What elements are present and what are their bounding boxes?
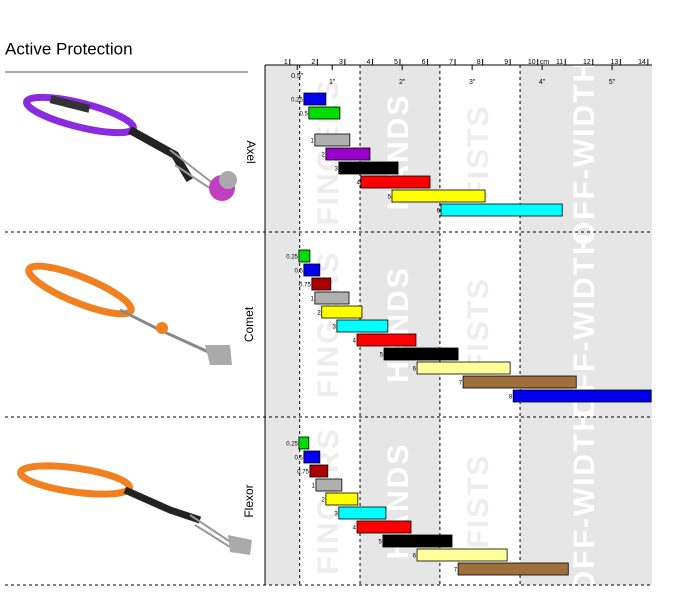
cm-tick-label: 14 (638, 59, 646, 66)
bar-label: 0.5 (294, 456, 303, 462)
range-bar (325, 492, 359, 506)
bar-label: 6 (413, 367, 417, 373)
bar-label: 6 (437, 209, 441, 215)
section-label: Axel (244, 140, 258, 163)
cm-tick-label: 1 (284, 59, 288, 66)
inch-tick-label: 1" (329, 79, 336, 86)
axel-image (23, 93, 237, 201)
bar-label: 0.75 (299, 283, 311, 289)
range-bar (356, 333, 417, 347)
cm-tick-label: 13 (611, 59, 619, 66)
range-bar (309, 464, 329, 478)
range-bar (315, 478, 343, 492)
bar-label: 2 (322, 498, 326, 504)
bar-label: 0.75 (297, 470, 309, 476)
bar-label: 5 (380, 353, 384, 359)
range-bar (356, 520, 412, 534)
range-bar (321, 305, 363, 319)
section-label: Flexor (242, 484, 256, 517)
range-bar (298, 249, 311, 263)
bar-label: 1 (311, 297, 315, 303)
inch-tick-label: 0.5" (291, 73, 304, 80)
range-bar (338, 161, 399, 175)
range-bar (383, 347, 459, 361)
range-bar (336, 319, 389, 333)
cm-tick-label: 8 (477, 59, 481, 66)
bar-label: 0.5 (299, 112, 308, 118)
zone-label: FISTS (462, 453, 495, 548)
zone-label: FISTS (462, 277, 495, 372)
range-bar (303, 92, 327, 106)
range-bar (416, 361, 511, 375)
cm-tick-label: 7 (449, 59, 453, 66)
bar-label: 7 (459, 381, 463, 387)
cm-tick-label: 5 (394, 59, 398, 66)
range-bar (440, 203, 563, 217)
bar-label: 5 (388, 195, 392, 201)
section-label: Comet (242, 306, 256, 342)
cm-unit: cm (540, 59, 550, 66)
range-bar (303, 263, 321, 277)
range-bar (382, 534, 453, 548)
zone-band (520, 65, 652, 585)
bar-label: 4 (353, 339, 357, 345)
range-bar (325, 147, 371, 161)
cm-tick-label: 12 (583, 59, 591, 66)
range-bar (462, 375, 577, 389)
zone-label: OFF-WIDTH (568, 408, 601, 594)
bar-label: 2 (317, 311, 321, 317)
range-bar (360, 175, 431, 189)
range-bar (391, 189, 486, 203)
range-bar (303, 450, 321, 464)
comet-image (25, 262, 232, 365)
zone-label: FISTS (462, 104, 495, 199)
bar-label: 3 (334, 512, 338, 518)
bar-label: 6 (413, 554, 417, 560)
bar-label: 0.25 (291, 98, 303, 104)
range-bar (416, 548, 508, 562)
bar-label: 0.25 (286, 255, 298, 261)
cm-tick-label: 2 (311, 59, 315, 66)
zone-band (265, 65, 300, 585)
zone-label: OFF-WIDTH (568, 59, 601, 245)
zone-backgrounds (265, 65, 652, 585)
inch-tick-label: 4" (539, 79, 546, 86)
bar-label: 0.25 (286, 442, 298, 448)
inch-tick-label: 2" (399, 79, 406, 86)
bar-label: 2 (322, 153, 326, 159)
flexor-image (17, 462, 252, 555)
bar-label: 7 (454, 568, 458, 574)
inch-tick-label: 5" (609, 79, 616, 86)
cm-tick-label: 11 (556, 59, 563, 66)
bar-label: 3 (334, 167, 338, 173)
range-bar (298, 436, 310, 450)
cm-tick-label: 3 (339, 59, 343, 66)
bar-label: 4 (357, 181, 361, 187)
bar-label: 8 (509, 395, 513, 401)
range-bar (311, 277, 332, 291)
bar-label: 5 (379, 540, 383, 546)
page-title: Active Protection (5, 39, 133, 58)
range-bar (338, 506, 387, 520)
range-bar (512, 389, 652, 403)
cm-tick-label: 10 (528, 59, 536, 66)
cm-tick-label: 9 (504, 59, 508, 66)
range-bar (308, 106, 341, 120)
range-bar (314, 133, 351, 147)
cm-tick-label: 6 (422, 59, 426, 66)
inch-tick-label: 3" (469, 79, 476, 86)
range-bar (457, 562, 569, 576)
bar-label: 1 (311, 139, 315, 145)
range-bar (314, 291, 350, 305)
bar-label: 1 (312, 484, 316, 490)
bar-label: 4 (353, 526, 357, 532)
bar-label: 3 (333, 325, 337, 331)
cm-tick-label: 4 (367, 59, 371, 66)
bar-label: 0.5 (294, 269, 303, 275)
